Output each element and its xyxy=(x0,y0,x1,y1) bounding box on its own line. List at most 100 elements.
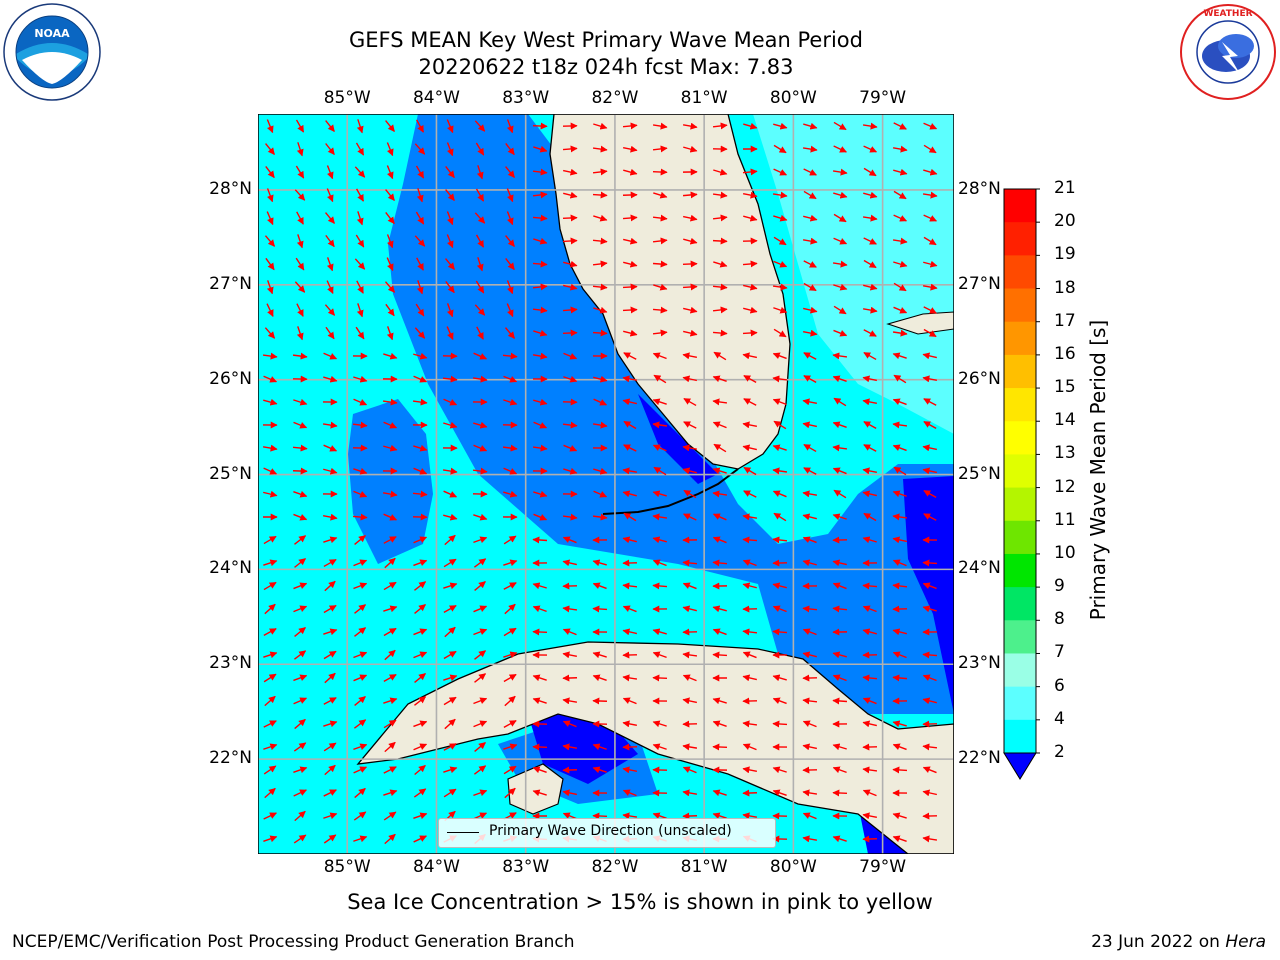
wave-direction-arrow xyxy=(263,835,278,843)
wave-direction-arrow xyxy=(384,557,396,569)
wave-direction-arrow xyxy=(473,352,488,360)
wave-direction-arrow xyxy=(802,398,818,406)
wave-direction-arrow xyxy=(892,421,908,429)
wave-direction-arrow xyxy=(562,329,578,337)
chart-title: GEFS MEAN Key West Primary Wave Mean Per… xyxy=(349,28,863,52)
wave-direction-arrow xyxy=(863,283,878,291)
wave-direction-arrow xyxy=(413,720,428,728)
wave-direction-arrow xyxy=(383,513,398,521)
wave-direction-arrow xyxy=(416,119,424,133)
wave-direction-arrow xyxy=(293,513,308,521)
wave-direction-arrow xyxy=(892,513,908,521)
lat-tick-label-left: 28°N xyxy=(209,178,252,199)
wave-direction-arrow xyxy=(863,421,877,429)
wave-direction-arrow xyxy=(293,789,307,797)
wave-direction-arrow xyxy=(652,651,667,659)
wave-direction-arrow xyxy=(356,280,364,294)
period-band-lt2-cuba xyxy=(528,714,638,784)
wave-direction-arrow xyxy=(262,352,278,360)
wave-direction-arrow xyxy=(802,743,817,751)
wave-direction-arrow xyxy=(264,787,276,799)
wave-direction-arrow xyxy=(382,398,398,406)
wave-direction-arrow xyxy=(622,766,638,774)
lon-tick-label-top: 82°W xyxy=(591,88,639,108)
wave-direction-arrow xyxy=(446,142,454,157)
wave-direction-arrow xyxy=(353,467,368,475)
wave-direction-arrow xyxy=(862,536,877,544)
wave-direction-arrow xyxy=(803,282,817,292)
wave-direction-arrow xyxy=(652,582,668,590)
wave-direction-arrow xyxy=(863,191,878,199)
wave-direction-arrow xyxy=(532,697,547,705)
wave-direction-arrow xyxy=(505,258,515,271)
wave-direction-arrow xyxy=(772,766,787,774)
wave-direction-arrows xyxy=(262,119,938,845)
lon-tick-label-bottom: 80°W xyxy=(769,857,817,877)
wave-direction-arrow xyxy=(416,257,424,271)
wave-direction-arrow xyxy=(742,628,758,636)
wave-direction-arrow xyxy=(652,260,668,268)
wave-direction-arrow xyxy=(803,122,818,130)
wave-direction-arrow xyxy=(923,122,938,130)
wave-direction-arrow xyxy=(442,467,458,475)
wave-direction-arrow xyxy=(474,742,486,752)
wave-direction-arrow xyxy=(475,188,485,202)
wave-direction-arrow xyxy=(562,421,578,429)
isla-juventud-land xyxy=(507,763,564,815)
wave-direction-arrow xyxy=(412,398,428,406)
wave-direction-arrow xyxy=(442,375,458,383)
wave-direction-arrow xyxy=(683,513,697,521)
period-band-lt2-east xyxy=(903,476,954,714)
colorbar-tick-label: 12 xyxy=(1054,476,1076,497)
wave-direction-arrow xyxy=(592,651,607,659)
wave-direction-arrow xyxy=(386,142,394,157)
wave-direction-arrow xyxy=(893,374,907,384)
wave-direction-arrow xyxy=(592,329,608,337)
wave-direction-arrow xyxy=(532,191,548,199)
wave-direction-arrow xyxy=(712,237,728,245)
wave-direction-arrow xyxy=(682,559,698,567)
lon-tick-label-bottom: 81°W xyxy=(680,857,728,877)
wave-direction-arrow xyxy=(384,741,396,753)
wave-direction-arrow xyxy=(293,605,308,613)
wave-direction-arrow xyxy=(473,513,488,521)
wave-direction-arrow xyxy=(742,513,758,521)
wave-direction-arrow xyxy=(383,444,398,452)
wave-direction-arrow xyxy=(503,743,518,751)
wave-direction-arrow xyxy=(532,444,548,452)
wave-direction-arrow xyxy=(562,789,577,797)
wave-direction-arrow xyxy=(324,672,336,684)
wave-direction-arrow xyxy=(386,257,394,272)
wave-direction-arrow xyxy=(473,605,488,613)
wave-direction-arrow xyxy=(263,398,278,406)
footer-host: Hera xyxy=(1225,932,1266,952)
wave-direction-arrow xyxy=(325,120,335,133)
wave-direction-arrow xyxy=(504,787,516,799)
wave-direction-arrow xyxy=(742,191,758,199)
wave-direction-arrow xyxy=(833,329,848,337)
wave-direction-arrow xyxy=(326,257,334,272)
wave-direction-arrow xyxy=(923,260,938,268)
lat-tick-label-right: 23°N xyxy=(958,653,1001,674)
lon-tick-label-top: 83°W xyxy=(502,88,550,108)
wave-direction-arrow xyxy=(413,352,428,360)
wave-direction-arrow xyxy=(832,513,847,521)
wave-direction-arrow xyxy=(445,258,455,270)
wave-direction-arrow xyxy=(772,536,788,544)
wave-direction-arrow xyxy=(562,145,578,153)
wave-direction-arrow xyxy=(414,327,426,339)
wave-direction-arrow xyxy=(385,189,395,201)
wave-direction-arrow xyxy=(803,260,817,268)
wave-direction-arrow xyxy=(683,214,698,222)
colorbar-tick-label: 4 xyxy=(1054,708,1065,729)
wave-direction-arrow xyxy=(862,214,878,222)
wave-direction-arrow xyxy=(652,306,668,314)
lat-tick-label-left: 24°N xyxy=(209,558,252,579)
wave-direction-arrow xyxy=(562,812,577,820)
wave-direction-arrow xyxy=(652,329,668,337)
wave-direction-arrow xyxy=(712,628,727,636)
wave-direction-arrow xyxy=(832,260,848,268)
wave-direction-arrow xyxy=(922,605,937,613)
lat-tick-label-left: 23°N xyxy=(209,653,252,674)
wave-direction-arrow xyxy=(562,306,578,314)
